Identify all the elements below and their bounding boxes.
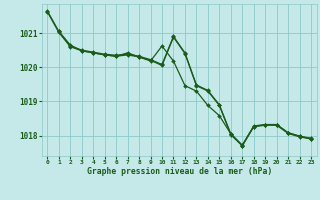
X-axis label: Graphe pression niveau de la mer (hPa): Graphe pression niveau de la mer (hPa) [87, 167, 272, 176]
